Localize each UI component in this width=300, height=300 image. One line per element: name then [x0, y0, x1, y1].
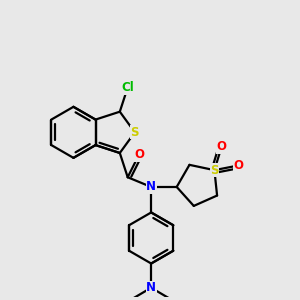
Text: S: S: [130, 126, 139, 139]
Text: Cl: Cl: [121, 81, 134, 94]
Text: N: N: [146, 180, 156, 194]
Text: O: O: [233, 159, 243, 172]
Text: N: N: [146, 281, 156, 294]
Text: S: S: [210, 164, 219, 177]
Text: O: O: [217, 140, 226, 154]
Text: O: O: [134, 148, 144, 161]
